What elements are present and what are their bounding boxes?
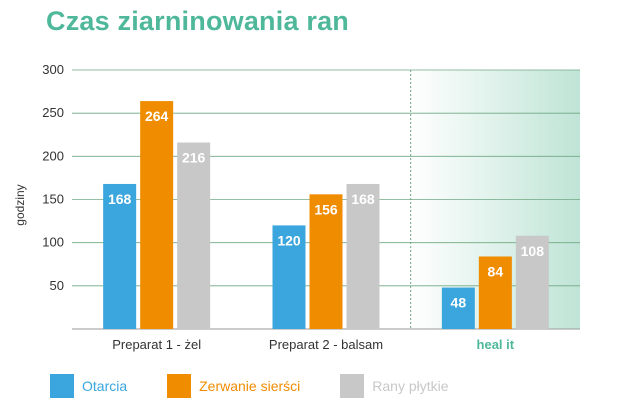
y-tick-label: 100 [42,235,64,250]
y-tick-label: 250 [42,105,64,120]
bar-value-label: 84 [488,263,504,279]
bar-value-label: 264 [145,108,169,124]
y-tick-label: 50 [50,278,64,293]
bar [309,194,343,329]
y-tick-label: 200 [42,148,64,163]
bar-value-label: 216 [182,150,206,166]
x-tick-label: Preparat 1 - żel [112,337,201,352]
bar-chart: 168 264 216 120 156 168 48 84 108 50 100 150 200 250… [13,62,580,352]
y-axis-label: godziny [13,184,27,225]
legend-swatch [340,374,365,398]
legend-item: Zerwanie sierści [167,374,300,398]
bars: 168 264 216 120 156 168 48 84 108 [103,101,549,329]
x-tick-label: Preparat 2 - balsam [269,337,383,352]
x-tick-label: heal it [477,337,515,352]
y-axis-ticks: 50 100 150 200 250 300 [42,62,64,293]
bar [515,235,549,329]
bar-value-label: 120 [277,232,301,248]
bar [478,256,512,329]
legend-item: Otarcia [50,374,127,398]
bar [140,101,174,329]
legend-label: Rany płytkie [372,378,449,394]
bar [346,183,380,329]
legend: Otarcia Zerwanie sierści Rany płytkie [50,374,489,398]
y-tick-label: 300 [42,62,64,77]
y-tick-label: 150 [42,192,64,207]
bar-value-label: 108 [521,243,545,259]
bar-value-label: 168 [351,191,375,207]
bar-value-label: 156 [314,201,338,217]
legend-item: Rany płytkie [340,374,449,398]
legend-label: Zerwanie sierści [199,378,301,394]
legend-swatch [50,374,74,398]
bar-value-label: 168 [108,191,132,207]
legend-label: Otarcia [82,378,128,394]
bar [441,287,475,329]
x-axis-ticks: Preparat 1 - żel Preparat 2 - balsam heal … [112,337,515,352]
bar [177,142,211,329]
legend-swatch [167,374,192,398]
bar [103,183,137,329]
bar [272,225,306,329]
chart-title: Czas ziarninowania ran [46,6,349,36]
bar-value-label: 48 [451,295,467,311]
